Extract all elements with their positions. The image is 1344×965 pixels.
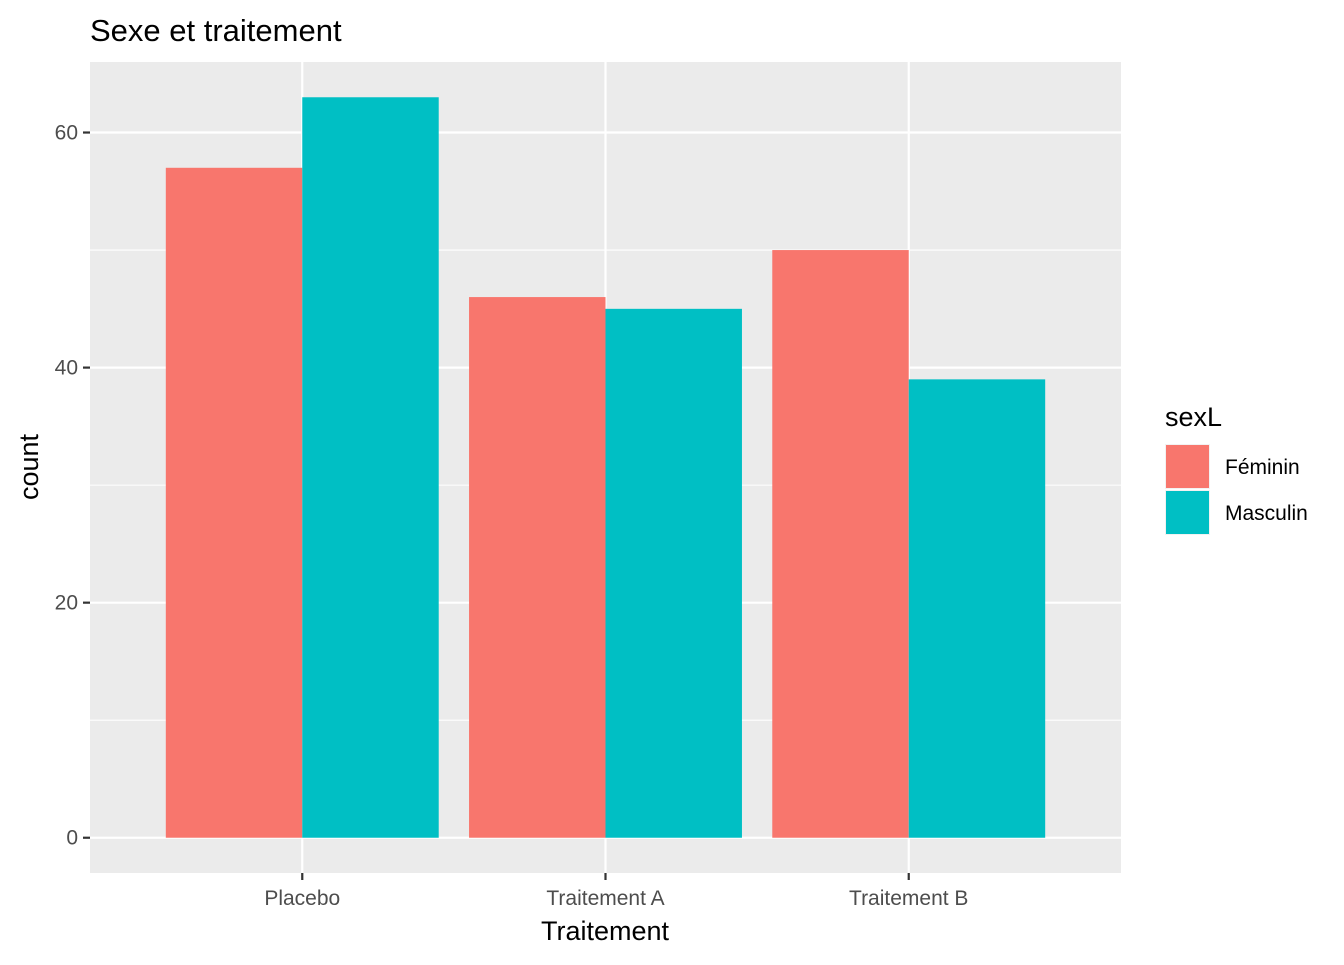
y-axis-title: count xyxy=(14,433,44,500)
bars xyxy=(165,97,1046,838)
y-tick-label: 40 xyxy=(55,357,78,380)
y-tick-label: 0 xyxy=(66,827,78,850)
legend-label: Masculin xyxy=(1225,502,1308,525)
x-tick-label: Traitement B xyxy=(849,887,968,910)
y-tick-label: 20 xyxy=(55,592,78,615)
y-axis: 0 20 40 60 xyxy=(55,122,90,850)
legend-label: Féminin xyxy=(1225,456,1300,479)
bar xyxy=(772,250,909,838)
legend: sexL Féminin Masculin xyxy=(1165,402,1308,535)
legend-swatch xyxy=(1166,445,1209,488)
chart-title: Sexe et traitement xyxy=(90,13,342,48)
legend-title: sexL xyxy=(1165,402,1222,432)
x-tick-label: Placebo xyxy=(264,887,340,910)
legend-swatch xyxy=(1166,491,1209,534)
x-axis-title: Traitement xyxy=(541,916,670,946)
bar xyxy=(908,379,1046,838)
bar xyxy=(165,167,303,838)
y-tick-label: 60 xyxy=(55,122,78,145)
x-axis: Placebo Traitement A Traitement B xyxy=(264,873,968,910)
bar xyxy=(605,308,742,838)
bar xyxy=(469,297,606,838)
bar xyxy=(302,97,439,838)
legend-items: Féminin Masculin xyxy=(1165,444,1308,535)
x-tick-label: Traitement A xyxy=(546,887,664,910)
